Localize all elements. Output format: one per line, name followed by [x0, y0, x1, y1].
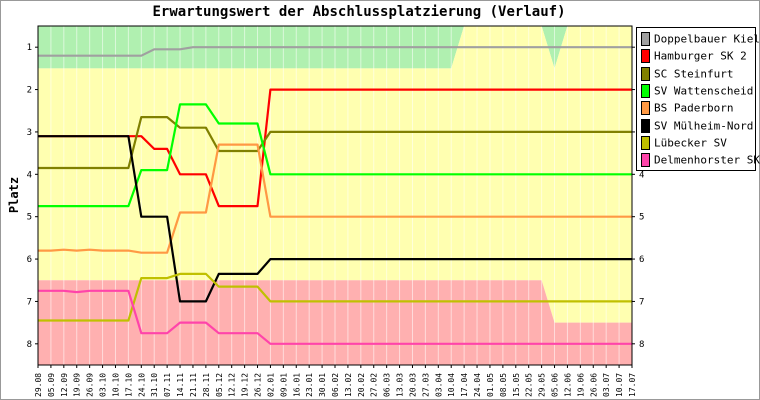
x-tick-label: 10.07	[615, 373, 624, 397]
legend-label: Hamburger SK 2	[654, 49, 747, 63]
series-line-3	[38, 103, 632, 208]
x-tick-label: 12.06	[563, 373, 572, 397]
x-tick-label: 03.04	[434, 373, 443, 397]
series-line-7	[38, 289, 632, 345]
legend-entry: SV Mülheim-Nord	[641, 118, 754, 133]
legend-swatch	[641, 153, 650, 168]
x-tick-label: 24.10	[137, 373, 146, 397]
x-tick-label: 20.03	[408, 373, 417, 397]
x-tick-label: 22.05	[525, 373, 534, 397]
y-tick-label-left: 8	[27, 340, 32, 350]
x-tick-label: 27.03	[421, 373, 430, 397]
series-line-5	[38, 135, 632, 303]
legend-swatch	[641, 83, 650, 98]
x-tick-label: 01.05	[486, 373, 495, 397]
x-tick-label: 24.04	[473, 373, 482, 397]
y-tick-label-right: 5	[639, 213, 644, 223]
legend-entry: Hamburger SK 2	[641, 49, 747, 64]
x-tick-label: 09.01	[279, 373, 288, 397]
x-tick-label: 29.08	[34, 373, 43, 397]
x-tick-label: 05.06	[551, 373, 560, 397]
x-tick-label: 10.10	[111, 373, 120, 397]
y-tick-label-right: 7	[639, 297, 644, 307]
legend-swatch	[641, 135, 650, 150]
y-tick-label-left: 6	[27, 255, 32, 265]
legend-label: SC Steinfurt	[654, 67, 734, 81]
y-tick-label-left: 7	[27, 297, 32, 307]
x-tick-label: 05.12	[215, 373, 224, 397]
x-tick-label: 13.03	[396, 373, 405, 397]
legend-label: Lübecker SV	[654, 136, 727, 150]
y-tick-label-left: 4	[27, 170, 32, 180]
x-tick-label: 26.12	[254, 373, 263, 397]
x-tick-label: 27.02	[370, 373, 379, 397]
x-tick-label: 16.01	[292, 373, 301, 397]
x-tick-label: 31.10	[150, 373, 159, 397]
x-tick-label: 26.06	[589, 373, 598, 397]
legend-label: Delmenhorster SK	[654, 153, 760, 167]
legend-label: Doppelbauer Kiel	[654, 32, 760, 46]
x-tick-label: 06.03	[383, 373, 392, 397]
y-tick-label-left: 2	[27, 86, 32, 96]
legend-entry: Delmenhorster SK	[641, 153, 760, 168]
series-layer	[38, 46, 632, 345]
x-tick-label: 20.02	[357, 373, 366, 397]
legend-entry: SC Steinfurt	[641, 66, 734, 81]
x-tick-label: 02.01	[266, 373, 275, 397]
y-tick-label-left: 3	[27, 128, 32, 138]
chart-title: Erwartungswert der Abschlussplatzierung …	[152, 4, 566, 20]
x-tick-label: 19.12	[241, 373, 250, 397]
y-tick-label-right: 6	[639, 255, 644, 265]
x-tick-label: 13.02	[344, 373, 353, 397]
legend-swatch	[641, 66, 650, 81]
legend-swatch	[641, 32, 650, 46]
y-tick-label-left: 1	[27, 43, 32, 53]
legend-label: BS Paderborn	[654, 101, 734, 115]
x-tick-label: 06.02	[331, 373, 340, 397]
x-tick-label: 19.06	[576, 373, 585, 397]
x-tick-label: 17.04	[460, 373, 469, 397]
x-tick-label: 29.05	[538, 373, 547, 397]
legend-label: SV Wattenscheid	[654, 84, 754, 98]
x-tick-label: 08.05	[499, 373, 508, 397]
legend-swatch	[641, 49, 650, 64]
x-tick-label: 21.11	[189, 373, 198, 397]
legend-entry: SV Wattenscheid	[641, 83, 754, 98]
x-tick-label: 05.09	[47, 373, 56, 397]
series-line-2	[38, 115, 632, 170]
legend-entry: BS Paderborn	[641, 101, 734, 116]
legend-entry: Lübecker SV	[641, 135, 727, 150]
x-tick-label: 23.01	[305, 373, 314, 397]
y-tick-label-right: 4	[639, 170, 644, 180]
legend-label: SV Mülheim-Nord	[654, 119, 754, 132]
series-line-4	[38, 143, 632, 254]
x-tick-label: 26.09	[86, 373, 95, 397]
x-tick-label: 12.12	[228, 373, 237, 397]
series-line-6	[38, 272, 632, 322]
legend-entry: Doppelbauer Kiel	[641, 32, 760, 46]
legend-swatch	[641, 101, 650, 116]
legend: Doppelbauer Kiel Hamburger SK 2 SC Steinfu…	[636, 27, 760, 171]
x-tick-label: 15.05	[512, 373, 521, 397]
y-tick-label-right: 8	[639, 340, 644, 350]
legend-swatch	[641, 118, 650, 133]
x-tick-label: 12.09	[60, 373, 69, 397]
x-tick-label: 14.11	[176, 373, 185, 397]
y-tick-label-left: 5	[27, 213, 32, 223]
x-tick-label: 10.04	[447, 373, 456, 397]
x-tick-label: 03.07	[602, 373, 611, 397]
x-tick-label: 30.01	[318, 373, 327, 397]
x-tick-label: 17.07	[628, 373, 637, 397]
x-tick-label: 03.10	[99, 373, 108, 397]
x-tick-label: 28.11	[202, 373, 211, 397]
series-line-0	[38, 46, 632, 57]
x-tick-label: 07.11	[163, 373, 172, 397]
x-tick-label: 19.09	[73, 373, 82, 397]
x-tick-label: 17.10	[124, 373, 133, 397]
